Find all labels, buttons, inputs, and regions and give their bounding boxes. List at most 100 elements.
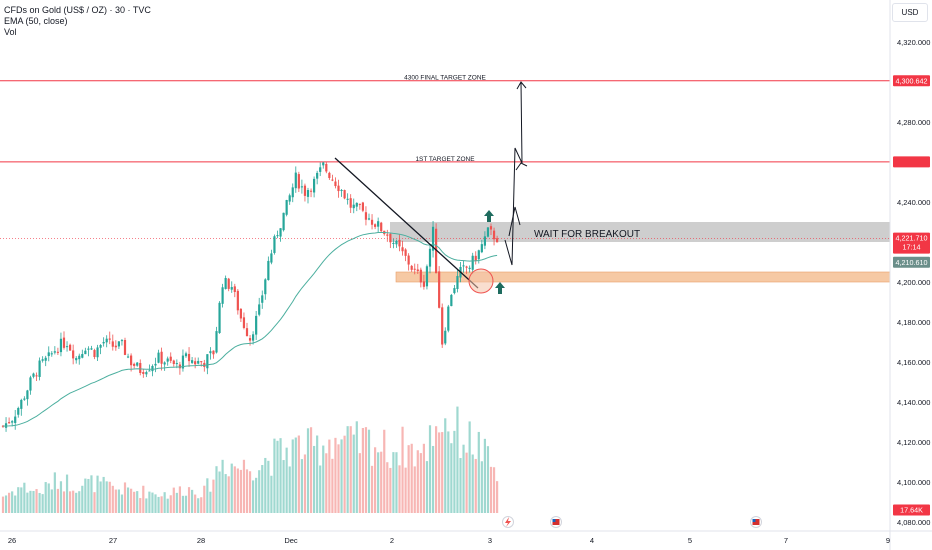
candle-body	[105, 338, 108, 343]
final-target-badge-bg	[893, 75, 930, 87]
legend-vol[interactable]: Vol	[4, 27, 17, 37]
drawings-layer[interactable]: 4300 FINAL TARGET ZONE 1ST TARGET ZONE WAI…	[334, 75, 640, 294]
volume-bar	[175, 492, 178, 513]
first-target-label: 1ST TARGET ZONE	[415, 156, 475, 163]
candle-body	[340, 189, 343, 191]
volume-bar	[291, 439, 294, 513]
candle-body	[303, 185, 307, 196]
volume-bar	[236, 468, 239, 513]
ema-value-badge: 4,210.610	[896, 258, 928, 267]
volume-bar	[252, 480, 255, 513]
candle-body	[78, 355, 81, 360]
volume-bar	[178, 486, 181, 513]
volume-bar	[233, 466, 236, 513]
volume-bar	[187, 487, 191, 513]
candle-body	[322, 162, 325, 166]
volume-bar	[218, 471, 221, 513]
candle-body	[151, 365, 154, 372]
volume-bar	[489, 466, 493, 513]
volume-bar	[130, 488, 133, 513]
volume-bar	[303, 454, 307, 513]
projection-path-final[interactable]	[504, 81, 523, 266]
candle-body	[117, 341, 120, 347]
candle-body	[389, 233, 392, 243]
volume-bar	[23, 482, 26, 513]
lightning-event-icon[interactable]	[502, 516, 514, 528]
us-flag-event-icon[interactable]	[550, 516, 562, 528]
candle-body	[276, 235, 279, 237]
candle-body	[468, 267, 471, 269]
volume-bar	[297, 435, 300, 513]
volume-bar	[401, 426, 404, 513]
volume-bar	[172, 487, 175, 513]
candle-body	[44, 357, 47, 361]
legend-ema[interactable]: EMA (50, close)	[4, 16, 68, 26]
volume-bar	[398, 465, 401, 513]
breakout-circle-marker[interactable]	[468, 268, 494, 294]
currency-button[interactable]: USD	[892, 3, 928, 22]
ema-layer	[2, 232, 498, 427]
volume-bar	[313, 445, 316, 513]
time-label: 27	[109, 536, 117, 545]
volume-bar	[197, 498, 200, 513]
candle-body	[50, 353, 53, 355]
volume-bar	[47, 483, 50, 513]
volume-bar	[486, 446, 490, 513]
candle-body	[407, 255, 410, 265]
candle-body	[279, 228, 282, 237]
volume-bar	[340, 439, 343, 513]
candle-body	[261, 295, 264, 303]
volume-bar	[93, 492, 96, 513]
us-flag-event-icon-canton	[552, 519, 556, 522]
price-axis[interactable]: 4,320.000 4,280.000 4,240.000 4,200.000 4,18…	[889, 0, 930, 550]
volume-bar	[288, 466, 291, 513]
us-flag-event-icon-body	[752, 519, 760, 525]
projection-arrowhead-final	[516, 81, 527, 90]
volume-bar	[242, 459, 246, 513]
candle-body	[410, 265, 413, 270]
us-flag-event-icon[interactable]	[750, 516, 762, 528]
trendline[interactable]	[334, 157, 479, 289]
volume-bar	[447, 431, 450, 513]
candle-body	[252, 334, 255, 341]
volume-bar	[389, 467, 392, 513]
candle-body	[425, 266, 429, 287]
candle-body	[102, 342, 105, 344]
candle-body	[14, 416, 17, 423]
candle-body	[319, 167, 322, 172]
volume-bar	[11, 491, 14, 513]
candle-body	[62, 337, 66, 348]
volume-bar	[325, 453, 328, 513]
volume-bar	[41, 494, 44, 513]
volume-bar	[294, 437, 297, 513]
candle-body	[398, 239, 401, 247]
volume-bar	[459, 458, 462, 513]
legend-symbol-title[interactable]: CFDs on Gold (US$ / OZ) · 30 · TVC	[4, 5, 151, 15]
candle-body	[325, 163, 328, 172]
candle-body	[343, 190, 346, 199]
candle-body	[428, 248, 432, 267]
candle-body	[163, 362, 166, 365]
candle-body	[441, 307, 444, 345]
volume-bar	[20, 487, 23, 513]
candle-body	[377, 221, 380, 227]
volume-bar	[331, 458, 334, 513]
candle-body	[355, 202, 358, 207]
time-axis[interactable]: 26 27 28 Dec 2 3 4 5 7 9	[0, 516, 932, 546]
volume-bar	[50, 489, 53, 513]
candle-body	[1, 425, 5, 427]
candle-body	[56, 351, 59, 353]
volume-bar	[142, 485, 145, 513]
volume-bar	[148, 491, 151, 513]
candle-body	[273, 236, 276, 253]
candle-body	[53, 351, 56, 353]
time-label: Dec	[284, 536, 298, 545]
time-label: 4	[590, 536, 594, 545]
volume-bar	[169, 495, 172, 513]
volume-bar	[273, 438, 276, 513]
volume-bar	[230, 463, 233, 513]
candle-body	[212, 350, 215, 355]
volume-bar	[407, 445, 410, 513]
candle-body	[392, 242, 395, 244]
